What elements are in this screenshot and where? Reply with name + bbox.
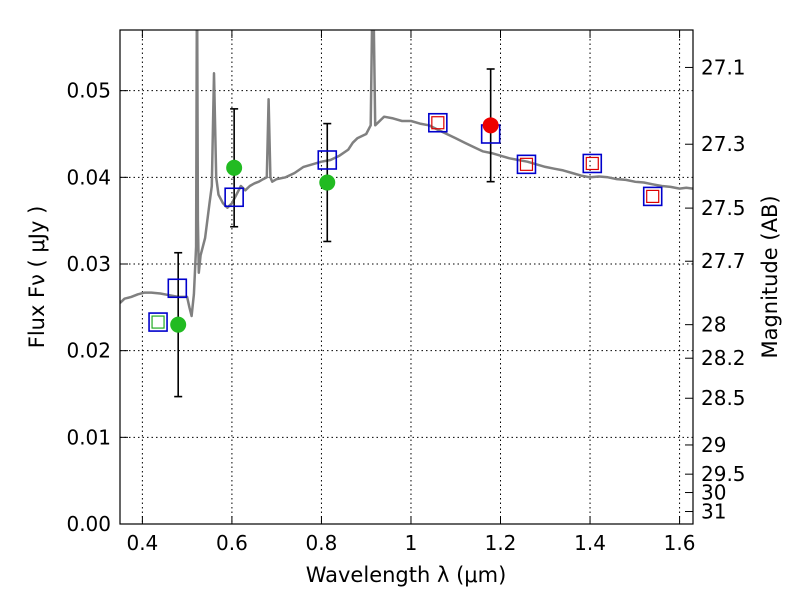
right-axis-tick-label: 31: [701, 500, 726, 524]
y-tick-label: 0.04: [66, 165, 111, 189]
x-axis-title: Wavelength λ (μm): [306, 563, 507, 587]
right-axis-tick-label: 29.5: [701, 462, 746, 486]
plot-frame: [119, 29, 694, 525]
model-photometry-square: [148, 312, 168, 332]
observed-photometry-point: [226, 159, 243, 176]
right-axis-title: Magnitude (AB): [758, 195, 782, 358]
inner-photometry-square: [646, 189, 660, 203]
right-axis-tick-label: 30: [701, 481, 726, 505]
marker-layer: [148, 112, 663, 333]
tick-layer: [120, 30, 693, 525]
model-photometry-square: [428, 112, 448, 133]
inner-photometry-square: [151, 315, 165, 329]
y-tick-label: 0.01: [66, 425, 111, 449]
x-tick-label: 1.6: [664, 531, 696, 555]
y-tick-label: 0.02: [66, 339, 111, 363]
right-axis-tick-label: 27.1: [701, 55, 746, 79]
right-axis-tick-label: 28.2: [701, 346, 746, 370]
model-photometry-square: [317, 150, 338, 170]
y-tick-label: 0.03: [66, 252, 111, 276]
right-axis-tick-label: 27.3: [701, 132, 746, 156]
model-photometry-square: [516, 154, 537, 175]
spectrum-layer: [120, 30, 693, 318]
x-tick-label: 0.8: [306, 531, 338, 555]
spectrum-line: [120, 30, 693, 318]
observed-photometry-point: [482, 117, 499, 134]
model-photometry-square: [224, 187, 244, 208]
model-photometry-square: [642, 186, 663, 207]
inner-photometry-square: [585, 156, 599, 171]
grid: [120, 30, 693, 524]
right-axis-tick-label: 28.5: [701, 386, 746, 410]
inner-photometry-square: [431, 116, 445, 130]
observed-photometry-point: [170, 316, 187, 333]
y-tick-label: 0.00: [66, 512, 111, 536]
right-axis-tick-label: 27.7: [701, 249, 746, 273]
right-axis-tick-label: 29: [701, 433, 726, 457]
label-layer: 0.4 0.6 0.8 1 1.2 1.4 1.6 0.00 0.01 0.02 0.03 0.04 0…: [66, 55, 745, 555]
y-tick-label: 0.05: [66, 79, 111, 103]
x-tick-label: 0.4: [126, 531, 158, 555]
right-axis-tick-label: 27.5: [701, 196, 746, 220]
x-tick-label: 1: [405, 531, 418, 555]
model-photometry-square: [167, 278, 188, 299]
x-tick-label: 1.2: [485, 531, 517, 555]
observed-photometry-point: [319, 174, 336, 191]
x-tick-label: 1.4: [574, 531, 606, 555]
y-axis-title: Flux Fν ( μJy ): [25, 206, 49, 349]
x-tick-label: 0.6: [216, 531, 248, 555]
model-photometry-square: [582, 153, 603, 174]
inner-photometry-square: [519, 157, 534, 171]
right-axis-tick-label: 28: [701, 313, 726, 337]
